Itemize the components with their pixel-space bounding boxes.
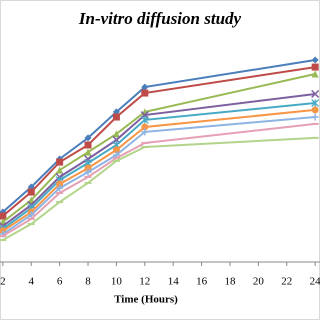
marker (56, 180, 64, 188)
marker (112, 146, 120, 154)
x-tick-label: 12 (139, 276, 150, 288)
marker (140, 115, 149, 124)
marker (141, 123, 149, 131)
marker (27, 196, 35, 204)
x-axis-label: Time (Hours) (114, 294, 178, 306)
chart-title: In-vitro diffusion study (78, 9, 242, 28)
marker (311, 56, 319, 64)
x-tick-label: 24 (310, 276, 320, 288)
marker (84, 148, 92, 156)
marker (84, 134, 92, 142)
marker (112, 113, 120, 121)
x-tick-label: 8 (85, 276, 91, 288)
x-tick-label: 22 (281, 276, 292, 288)
x-tick-label: 20 (253, 276, 265, 288)
marker (27, 188, 35, 196)
marker (311, 99, 320, 108)
x-tick-label: 2 (0, 276, 6, 288)
x-tick-label: 4 (28, 276, 34, 288)
marker (311, 70, 319, 78)
x-tick-label: 18 (224, 276, 236, 288)
marker (112, 130, 120, 138)
marker (84, 168, 92, 176)
marker (84, 141, 92, 149)
marker (27, 211, 35, 219)
marker (141, 83, 149, 91)
marker (56, 158, 64, 166)
x-tick-label: 6 (57, 276, 63, 288)
marker (311, 89, 320, 98)
marker (141, 128, 149, 136)
marker (311, 113, 319, 121)
marker (311, 63, 319, 71)
x-tick-label: 10 (111, 276, 123, 288)
marker (56, 184, 64, 192)
x-tick-label: 16 (196, 276, 208, 288)
marker (141, 89, 149, 97)
marker (56, 166, 64, 174)
x-tick-label: 14 (168, 276, 180, 288)
marker (311, 106, 319, 114)
marker (84, 164, 92, 172)
marker (0, 212, 7, 220)
